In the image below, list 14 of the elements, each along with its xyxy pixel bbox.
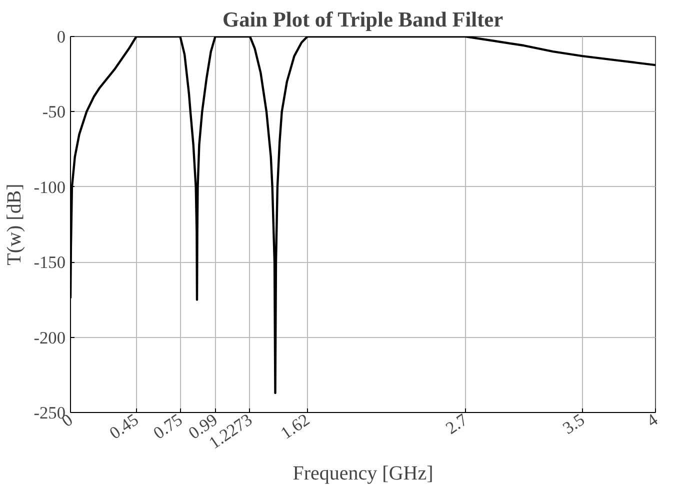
y-tick-label: -50 [42, 102, 66, 122]
x-tick-label: 1.62 [277, 410, 314, 443]
y-tick-label: 0 [56, 28, 66, 46]
x-tick-label: 0.45 [106, 410, 142, 443]
y-tick-label: -150 [34, 253, 66, 272]
x-tick-label: 4 [643, 410, 662, 431]
x-tick-label: 2.7 [442, 410, 472, 438]
y-tick-label: -100 [34, 178, 66, 197]
x-axis-title: Frequency [GHz] [292, 462, 434, 484]
chart-title: Gain Plot of Triple Band Filter [222, 8, 504, 32]
x-tick-label: 0.75 [150, 410, 186, 443]
y-tick-label: -200 [34, 328, 66, 348]
x-tick-label: 3.5 [559, 410, 588, 438]
y-axis-title: T(w) [dB] [4, 184, 26, 266]
